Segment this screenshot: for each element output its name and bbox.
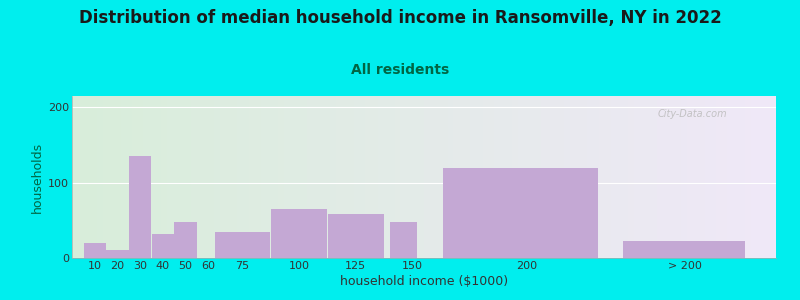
Bar [442,168,598,258]
X-axis label: household income ($1000): household income ($1000) [340,275,508,288]
Bar [271,209,327,258]
Y-axis label: households: households [31,141,44,213]
Bar [83,243,106,258]
Text: All residents: All residents [351,63,449,77]
Bar [129,156,151,258]
Text: Distribution of median household income in Ransomville, NY in 2022: Distribution of median household income … [78,9,722,27]
Bar [623,242,746,258]
Bar [214,232,270,258]
Bar [106,250,129,258]
Bar [174,222,197,258]
Bar [390,222,417,258]
Bar [152,234,174,258]
Text: City-Data.com: City-Data.com [657,109,726,119]
Bar [328,214,384,258]
